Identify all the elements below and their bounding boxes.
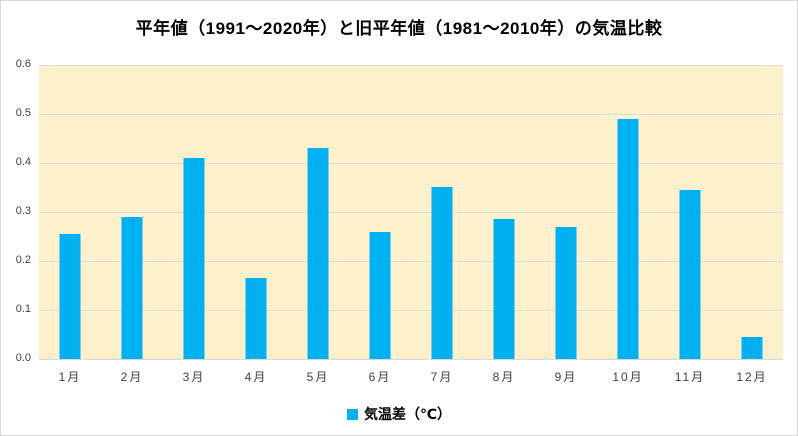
bar-month-7 — [431, 187, 453, 359]
legend-series-label: 気温差（℃） — [364, 406, 451, 422]
bar-month-10 — [617, 119, 639, 359]
y-tick-label-0.0: 0.0 — [15, 352, 31, 364]
legend: 気温差（℃） — [1, 404, 797, 424]
bar-month-1 — [59, 234, 81, 359]
bar-slot-month-4 — [225, 65, 287, 359]
x-tick-label-month-10: 10月 — [612, 370, 644, 384]
bar-month-4 — [245, 278, 267, 359]
bar-month-6 — [369, 232, 391, 359]
y-tick-label-0.3: 0.3 — [15, 205, 31, 217]
x-tick-label-month-7: 7月 — [430, 370, 454, 384]
bar-month-9 — [555, 227, 577, 359]
bar-slot-month-5 — [287, 65, 349, 359]
bar-slot-month-1 — [39, 65, 101, 359]
bar-slot-month-3 — [163, 65, 225, 359]
bar-month-11 — [679, 190, 701, 359]
y-tick-label-0.5: 0.5 — [15, 107, 31, 119]
bar-month-3 — [183, 158, 205, 359]
legend-series-marker — [347, 408, 359, 420]
x-tick-label-month-9: 9月 — [554, 370, 578, 384]
plot-area — [39, 65, 783, 360]
y-tick-label-0.6: 0.6 — [15, 58, 31, 70]
y-tick-label-0.2: 0.2 — [15, 254, 31, 266]
gridline-y-0.6 — [39, 65, 783, 66]
gridline-y-0.3 — [39, 212, 783, 213]
x-tick-label-month-11: 11月 — [674, 370, 706, 384]
x-tick-label-month-5: 5月 — [306, 370, 330, 384]
bar-slot-month-6 — [349, 65, 411, 359]
x-tick-label-month-6: 6月 — [368, 370, 392, 384]
bar-month-8 — [493, 219, 515, 359]
bar-month-12 — [741, 337, 763, 359]
bar-month-5 — [307, 148, 329, 359]
x-tick-label-month-4: 4月 — [244, 370, 268, 384]
bar-slot-month-12 — [721, 65, 783, 359]
x-tick-label-month-2: 2月 — [120, 370, 144, 384]
chart-title: 平年値（1991～2020年）と旧平年値（1981～2010年）の気温比較 — [135, 19, 663, 38]
y-tick-label-0.1: 0.1 — [15, 303, 31, 315]
bar-slot-month-7 — [411, 65, 473, 359]
x-tick-label-month-12: 12月 — [736, 370, 768, 384]
x-tick-label-month-1: 1月 — [58, 370, 82, 384]
bar-slot-month-11 — [659, 65, 721, 359]
bar-month-2 — [121, 217, 143, 359]
gridline-y-0.5 — [39, 114, 783, 115]
gridline-y-0.4 — [39, 163, 783, 164]
bar-slot-month-2 — [101, 65, 163, 359]
x-tick-label-month-8: 8月 — [492, 370, 516, 384]
gridline-y-0.1 — [39, 310, 783, 311]
bar-slot-month-9 — [535, 65, 597, 359]
gridline-y-0.2 — [39, 261, 783, 262]
y-tick-label-0.4: 0.4 — [15, 156, 31, 168]
bar-slot-month-10 — [597, 65, 659, 359]
bar-slot-month-8 — [473, 65, 535, 359]
x-tick-label-month-3: 3月 — [182, 370, 206, 384]
